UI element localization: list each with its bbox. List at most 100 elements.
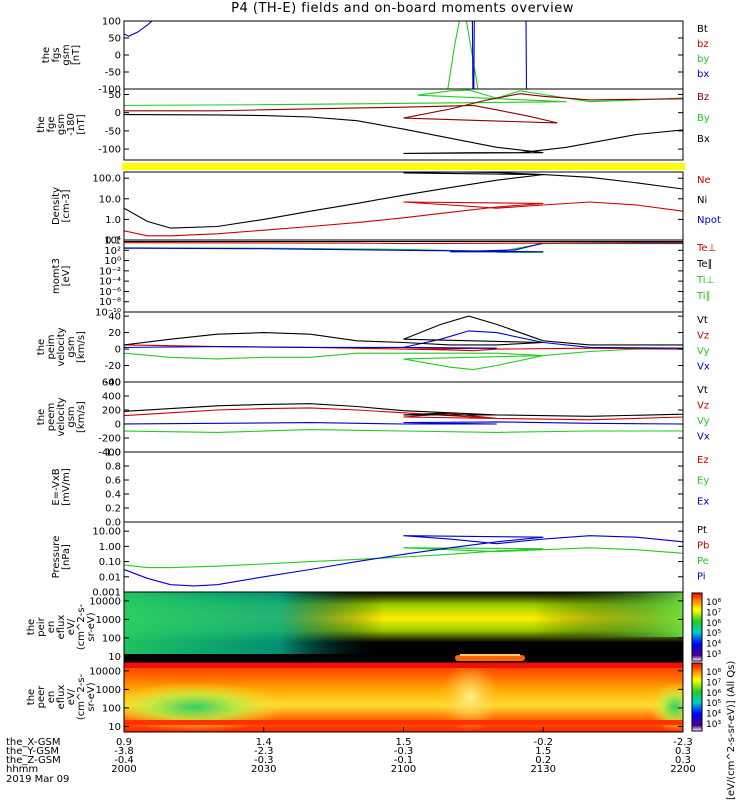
- legend: Vt Vz Vy Vx: [697, 315, 710, 373]
- y-tick-label: 1000: [96, 685, 121, 696]
- y-tick-label: 0.01: [99, 572, 121, 583]
- x-axis-value: -0.2: [533, 737, 553, 748]
- x-axis-value: 2030: [251, 764, 277, 775]
- spectrogram: [124, 662, 683, 732]
- y-axis-label: the: [26, 619, 37, 635]
- y-tick-label: -200: [98, 434, 121, 445]
- x-axis-value: 1.5: [535, 746, 552, 757]
- y-tick-label: 100.0: [92, 174, 121, 185]
- series-group: [124, 89, 683, 154]
- series-te-line: [124, 241, 683, 245]
- y-tick-label: 1.0: [105, 448, 121, 459]
- y-tick-label: 1.00: [99, 542, 121, 553]
- y-axis-label: [km/s]: [76, 401, 87, 433]
- colorbar-tick-label: 10⁵: [706, 629, 721, 639]
- legend-label: Ex: [697, 496, 709, 507]
- electron-low-band: [124, 720, 683, 725]
- legend: Bt bz by bx: [697, 24, 709, 80]
- y-tick-label: -50: [105, 68, 121, 79]
- x-axis-row-label: the_X-GSM: [6, 737, 61, 748]
- y-ticks: 1.0 0.8 0.6 0.4 0.2 0.0: [105, 448, 683, 529]
- y-tick-label: 0.2: [105, 504, 121, 515]
- y-ticks: 100 50 0 -50 -100: [98, 17, 683, 96]
- series-group: [124, 535, 683, 587]
- y-axis-label: sr-eV): [86, 612, 97, 641]
- y-axis-label: sr-eV): [86, 682, 97, 711]
- y-axis-label: eflux: [56, 615, 67, 640]
- y-axis-label: [km/s]: [76, 331, 87, 363]
- legend-label: Ti⊥: [696, 275, 714, 286]
- y-tick-label: 10.0: [99, 194, 121, 205]
- x-axis-row-label: hhmm: [6, 764, 39, 775]
- electron-left-feature: [124, 682, 285, 732]
- y-tick-label: 1.0: [105, 215, 121, 226]
- series-bx-line: [525, 21, 528, 89]
- legend-label: Pi: [697, 572, 706, 583]
- y-tick-label: 10⁻²: [99, 266, 121, 277]
- y-tick-label: 100: [102, 17, 121, 28]
- legend-label: Npot: [697, 215, 721, 226]
- y-tick-label: 0: [115, 108, 121, 119]
- y-tick-label: 1000: [96, 615, 121, 626]
- x-axis-value: 1.4: [255, 737, 272, 748]
- spectrogram: [124, 592, 683, 662]
- y-axis-label: peem: [46, 403, 57, 431]
- colorbar-scale: [691, 662, 703, 732]
- y-tick-label: 10.00: [92, 527, 121, 538]
- y-ticks: 600 400 200 0 -200 -400: [98, 378, 683, 459]
- y-tick-label: 10⁻⁸: [99, 297, 121, 308]
- y-tick-label: 10⁰: [104, 256, 121, 267]
- y-tick-label: 0.1: [105, 236, 121, 247]
- y-axis-label: gsm: [66, 406, 77, 427]
- series-vt-line: [124, 315, 683, 346]
- quality-flag-bar: [122, 163, 685, 170]
- y-axis-label: peir: [36, 616, 47, 636]
- y-tick-label: 10: [108, 652, 121, 663]
- y-tick-label: 20: [108, 328, 121, 339]
- y-axis-label: [nPa]: [61, 544, 72, 570]
- series-group: [124, 172, 683, 240]
- series-group: [124, 315, 683, 371]
- y-axis-label: [eV]: [61, 266, 72, 287]
- x-axis-value: -0.3: [253, 755, 274, 766]
- legend-label: Ne: [697, 175, 711, 186]
- legend-label: by: [697, 54, 709, 65]
- y-ticks: 10000 1000 100 10: [89, 596, 683, 663]
- legend: Te⊥ Te∥ Ti⊥ Ti∥: [696, 243, 716, 302]
- legend-label: Bt: [697, 24, 708, 35]
- y-axis-label: Density: [51, 187, 62, 225]
- x-axis-value: -0.4: [114, 755, 134, 766]
- y-axis-label: (cm^2-s-: [76, 673, 87, 720]
- panel-2: Bz By Bx 50 0 -50 -100 the fge gsm -180 [nT]: [36, 88, 710, 170]
- y-tick-label: 10: [108, 722, 121, 733]
- y-tick-label: 0.10: [99, 557, 121, 568]
- y-tick-label: 10²: [104, 246, 121, 257]
- series-bx-line: [124, 113, 683, 154]
- y-tick-label: 0.001: [92, 588, 121, 599]
- y-tick-label: 200: [102, 406, 121, 417]
- y-axis-label: [nT]: [71, 45, 82, 65]
- y-axis-label: velocity: [56, 327, 67, 366]
- colorbar-tick-label: 10⁷: [706, 678, 721, 688]
- x-axis-value: -0.3: [393, 746, 414, 757]
- panel-frame: [123, 20, 684, 90]
- y-axis-label: E=-VxB: [51, 468, 62, 505]
- y-axis-label: fgs: [51, 47, 62, 62]
- ion-right-plasma: [533, 592, 683, 637]
- y-axis-label: Pressure: [51, 536, 62, 579]
- colorbar-tick-label: 10³: [706, 650, 721, 660]
- legend-label: Vt: [697, 315, 708, 326]
- legend-label: Vy: [697, 416, 710, 427]
- legend-label: Vz: [697, 331, 709, 342]
- y-tick-label: 0: [115, 345, 121, 356]
- y-axis-label: [mV/m]: [61, 468, 72, 506]
- y-tick-label: 40: [108, 312, 121, 323]
- y-ticks: 10.00 1.00 0.10 0.01 0.001: [92, 527, 683, 599]
- series-vy-line: [124, 424, 683, 433]
- series-ne-line: [124, 201, 683, 240]
- electron-top-band: [124, 662, 683, 668]
- legend-label: Pe: [697, 556, 709, 567]
